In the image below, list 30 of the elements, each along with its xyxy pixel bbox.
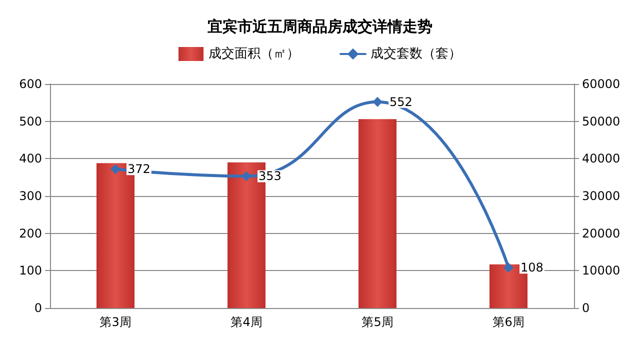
point <box>372 96 382 107</box>
x-tick-label: 第4周 <box>230 315 262 329</box>
y-tick-label: 500 <box>19 114 42 128</box>
y2-tick-label: 60000 <box>582 77 620 91</box>
y-tick-label: 300 <box>19 189 42 203</box>
y-tick-label: 600 <box>19 77 42 91</box>
y2-tick-label: 50000 <box>582 114 620 128</box>
x-tick-label: 第3周 <box>100 315 132 329</box>
legend-label: 成交面积（㎡） <box>208 46 300 62</box>
y2-tick-label: 0 <box>582 301 590 315</box>
chart-title: 宜宾市近五周商品房成交详情走势 <box>208 18 432 36</box>
bar <box>358 119 396 308</box>
point <box>504 262 514 273</box>
legend-label: 成交套数（套） <box>370 46 462 62</box>
y2-tick-label: 20000 <box>582 226 620 240</box>
y2-tick-label: 10000 <box>582 264 620 278</box>
data-label: 372 <box>128 162 150 176</box>
y-tick-label: 200 <box>19 226 42 240</box>
y-tick-label: 100 <box>19 264 42 278</box>
y-tick-label: 0 <box>34 301 42 315</box>
x-tick-label: 第5周 <box>362 315 394 329</box>
y2-tick-label: 40000 <box>582 152 620 166</box>
x-tick-label: 第6周 <box>492 315 524 329</box>
data-label: 353 <box>258 169 282 184</box>
y2-tick-label: 30000 <box>582 189 620 203</box>
data-label: 108 <box>520 260 544 275</box>
point <box>242 171 252 182</box>
point <box>110 164 120 174</box>
y-tick-label: 400 <box>19 152 42 166</box>
data-label: 552 <box>390 94 412 109</box>
